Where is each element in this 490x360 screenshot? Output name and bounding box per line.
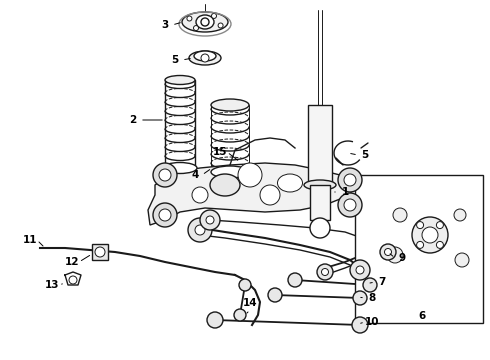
Text: 5: 5 — [172, 55, 179, 65]
Text: 6: 6 — [418, 311, 426, 321]
Ellipse shape — [165, 76, 195, 85]
Circle shape — [188, 218, 212, 242]
Circle shape — [393, 208, 407, 222]
Circle shape — [353, 291, 367, 305]
Ellipse shape — [194, 51, 216, 61]
Bar — [355, 175, 483, 323]
Bar — [92, 244, 108, 260]
Ellipse shape — [304, 180, 336, 190]
Circle shape — [437, 222, 443, 229]
Circle shape — [412, 217, 448, 253]
Circle shape — [212, 13, 217, 18]
Circle shape — [95, 247, 105, 257]
Text: 1: 1 — [342, 187, 348, 197]
Circle shape — [310, 218, 330, 238]
Circle shape — [218, 23, 223, 28]
Circle shape — [201, 18, 209, 26]
Circle shape — [195, 225, 205, 235]
Text: 11: 11 — [23, 235, 37, 245]
Text: 7: 7 — [378, 277, 386, 287]
Bar — [310, 185, 330, 220]
Circle shape — [159, 169, 171, 181]
Circle shape — [260, 185, 280, 205]
Text: 13: 13 — [45, 280, 59, 290]
Ellipse shape — [211, 99, 249, 111]
Circle shape — [317, 264, 333, 280]
Circle shape — [194, 26, 198, 31]
Circle shape — [385, 248, 392, 256]
Circle shape — [153, 163, 177, 187]
Text: 2: 2 — [129, 115, 137, 125]
Circle shape — [437, 242, 443, 248]
Circle shape — [201, 54, 209, 62]
Circle shape — [238, 163, 262, 187]
Circle shape — [239, 279, 251, 291]
Circle shape — [192, 187, 208, 203]
Circle shape — [454, 209, 466, 221]
Circle shape — [344, 199, 356, 211]
Circle shape — [356, 266, 364, 274]
Circle shape — [416, 222, 423, 229]
Circle shape — [338, 168, 362, 192]
Circle shape — [159, 209, 171, 221]
Text: 14: 14 — [243, 298, 257, 308]
Text: 5: 5 — [361, 150, 368, 160]
Circle shape — [153, 203, 177, 227]
Ellipse shape — [163, 162, 197, 174]
Ellipse shape — [211, 166, 249, 178]
Ellipse shape — [189, 51, 221, 65]
Ellipse shape — [182, 12, 228, 32]
Circle shape — [416, 242, 423, 248]
Circle shape — [363, 278, 377, 292]
Circle shape — [206, 216, 214, 224]
Text: 12: 12 — [65, 257, 79, 267]
Circle shape — [352, 317, 368, 333]
Circle shape — [338, 193, 362, 217]
Circle shape — [350, 260, 370, 280]
Circle shape — [234, 309, 246, 321]
Circle shape — [422, 227, 438, 243]
Text: 15: 15 — [213, 147, 227, 157]
Circle shape — [207, 312, 223, 328]
Ellipse shape — [277, 174, 302, 192]
Circle shape — [380, 244, 396, 260]
Circle shape — [288, 273, 302, 287]
Text: 8: 8 — [368, 293, 376, 303]
Text: 10: 10 — [365, 317, 379, 327]
Circle shape — [268, 288, 282, 302]
Circle shape — [69, 276, 77, 284]
Text: 4: 4 — [191, 170, 198, 180]
Polygon shape — [148, 163, 355, 225]
Text: 3: 3 — [161, 20, 169, 30]
Ellipse shape — [210, 174, 240, 196]
Text: 9: 9 — [398, 253, 406, 263]
Circle shape — [344, 174, 356, 186]
Circle shape — [187, 16, 192, 21]
Circle shape — [200, 210, 220, 230]
Circle shape — [321, 269, 328, 275]
Circle shape — [387, 247, 403, 263]
Circle shape — [455, 253, 469, 267]
Bar — [308, 105, 332, 185]
Ellipse shape — [196, 15, 214, 29]
